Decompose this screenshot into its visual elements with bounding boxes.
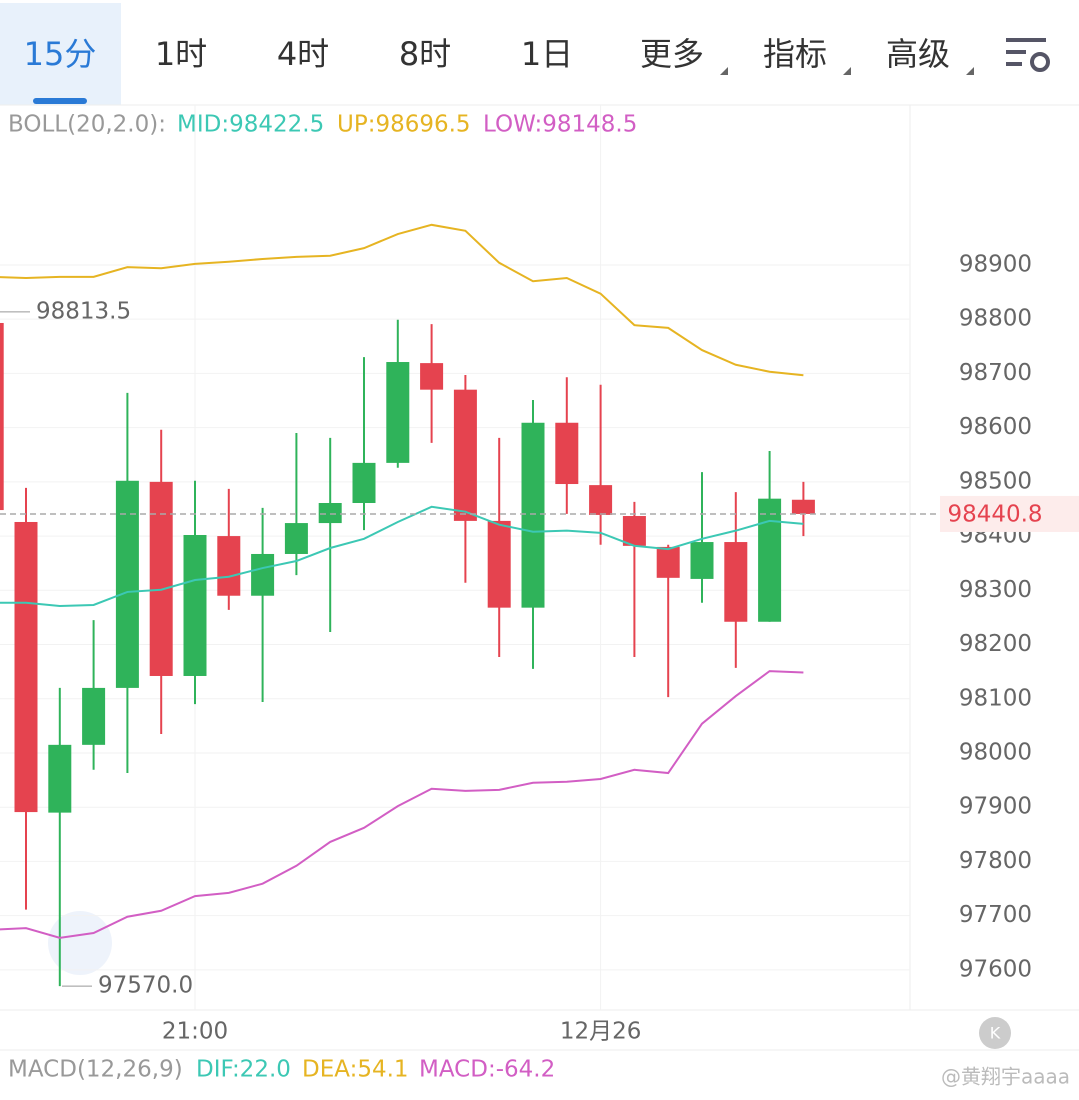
selected-tab-bg [0,3,121,105]
tab[interactable]: 更多 [640,35,704,73]
y-tick-label: 97600 [959,956,1032,982]
boll-mid: MID:98422.5 [177,112,324,138]
y-tick-label: 98300 [959,577,1032,603]
y-tick-label: 98700 [959,360,1032,386]
candle-body [183,534,207,676]
settings-icon[interactable] [1006,38,1050,72]
candle-body [48,744,72,813]
candle-body [758,498,782,622]
boll-low: LOW:98148.5 [483,112,637,138]
boll-line [0,223,804,377]
watermark: @黄翔宇aaaa [941,1065,1070,1089]
boll-line [0,505,804,608]
candle-body [14,521,38,813]
current-price-label: 98440.8 [947,501,1042,527]
candle-body [217,536,241,596]
tab[interactable]: 1时 [155,35,207,73]
macd-dea: DEA:54.1 [302,1057,409,1083]
dropdown-caret [843,67,851,75]
candle-body [656,546,680,578]
dropdown-caret [966,67,974,75]
candle-body [690,542,714,579]
boll-line [0,670,804,939]
macd-value: MACD:-64.2 [419,1057,555,1083]
candle-body [115,480,139,688]
candle-body [352,462,376,504]
y-tick-label: 98900 [959,251,1032,277]
selected-tab-indicator [33,98,87,104]
dropdown-caret [720,67,728,75]
current-price-box [940,495,1079,532]
macd-name: MACD(12,26,9) [8,1057,183,1083]
candle-body [318,503,342,524]
candle-body [453,389,477,521]
macd-dif: DIF:22.0 [196,1057,291,1083]
y-tick-label: 98200 [959,631,1032,657]
candle-body [724,542,748,622]
y-tick-label: 97800 [959,848,1032,874]
y-tick-label: 98800 [959,306,1032,332]
tab[interactable]: 指标 [763,35,827,73]
y-tick-label: 97700 [959,902,1032,928]
candle-body [0,322,4,511]
k-button[interactable] [979,1017,1011,1049]
tab[interactable]: 15分 [24,35,97,73]
y-tick-label: 98100 [959,685,1032,711]
y-tick-label: 98000 [959,739,1032,765]
candle-body [82,687,106,745]
candle-body [386,362,410,463]
candle-body [791,499,815,514]
candle-body [251,553,275,596]
candle-body [555,422,579,485]
candle-body [487,520,511,608]
y-tick-label: 98500 [959,468,1032,494]
candle-body [149,481,173,676]
candle-body [589,485,613,515]
tab[interactable]: 4时 [277,35,329,73]
tab[interactable]: 1日 [521,35,573,73]
y-tick-label: 97900 [959,794,1032,820]
k-button-label: K [990,1024,1001,1043]
expand-button[interactable] [48,911,112,975]
candle-body [622,516,646,546]
y-tick-label: 98600 [959,414,1032,440]
tab[interactable]: 8时 [399,35,451,73]
annotation-label: 98813.5 [36,298,131,324]
x-tick-label: 21:00 [162,1019,228,1045]
candle-body [521,422,545,608]
tab[interactable]: 高级 [886,35,950,73]
x-tick-label: 12月26 [560,1019,642,1045]
candle-body [284,523,308,554]
annotation-label: 97570.0 [98,973,193,999]
candle-body [420,363,444,390]
boll-name: BOLL(20,2.0): [8,112,166,138]
boll-up: UP:98696.5 [337,112,471,138]
